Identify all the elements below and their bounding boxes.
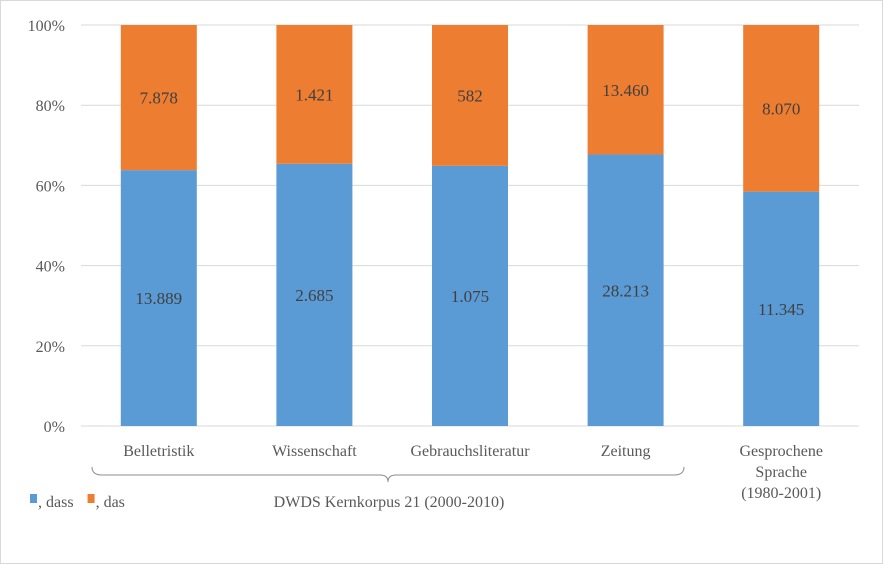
bar-segment bbox=[743, 191, 820, 426]
data-label: 13.889 bbox=[135, 289, 182, 308]
data-label: 1.075 bbox=[451, 287, 489, 306]
bar-segment bbox=[587, 25, 664, 155]
bar-segment bbox=[432, 165, 508, 426]
x-tick-label: Zeitung bbox=[601, 443, 651, 460]
x-tick-label: Wissenschaft bbox=[272, 443, 357, 460]
x-tick-label: Belletristik bbox=[123, 443, 194, 460]
legend-swatch bbox=[30, 494, 37, 503]
x-tick-label: (1980-2001) bbox=[741, 485, 821, 502]
data-label: 1.421 bbox=[295, 85, 333, 104]
bar-segment bbox=[120, 170, 197, 426]
bar-segment bbox=[276, 163, 353, 426]
y-tick-label: 80% bbox=[36, 98, 65, 115]
data-label: 11.345 bbox=[758, 300, 804, 319]
bar-segment bbox=[276, 25, 353, 164]
data-label: 582 bbox=[457, 86, 483, 105]
y-tick-label: 60% bbox=[36, 178, 65, 195]
x-tick-label: Sprache bbox=[755, 464, 807, 481]
data-label: 8.070 bbox=[762, 99, 800, 118]
legend-label: , das bbox=[96, 494, 125, 511]
legend-label: , dass bbox=[38, 494, 74, 511]
bar-segment bbox=[587, 154, 664, 426]
x-tick-label: Gebrauchsliteratur bbox=[410, 443, 530, 460]
bar-segment bbox=[120, 25, 197, 171]
y-tick-label: 100% bbox=[28, 18, 65, 35]
data-label: 13.460 bbox=[602, 81, 649, 100]
x-tick-label: Gesprochene bbox=[739, 443, 823, 460]
y-tick-label: 40% bbox=[36, 259, 65, 276]
bar-segment bbox=[432, 25, 508, 166]
data-label: 28.213 bbox=[602, 281, 649, 300]
group-brace bbox=[91, 466, 685, 483]
data-label: 2.685 bbox=[295, 286, 333, 305]
y-tick-label: 0% bbox=[44, 419, 65, 436]
legend-swatch bbox=[87, 494, 95, 503]
bar-segment bbox=[743, 25, 820, 192]
group-annotation: DWDS Kernkorpus 21 (2000-2010) bbox=[274, 494, 505, 511]
data-label: 7.878 bbox=[140, 89, 178, 108]
y-tick-label: 20% bbox=[36, 339, 65, 356]
